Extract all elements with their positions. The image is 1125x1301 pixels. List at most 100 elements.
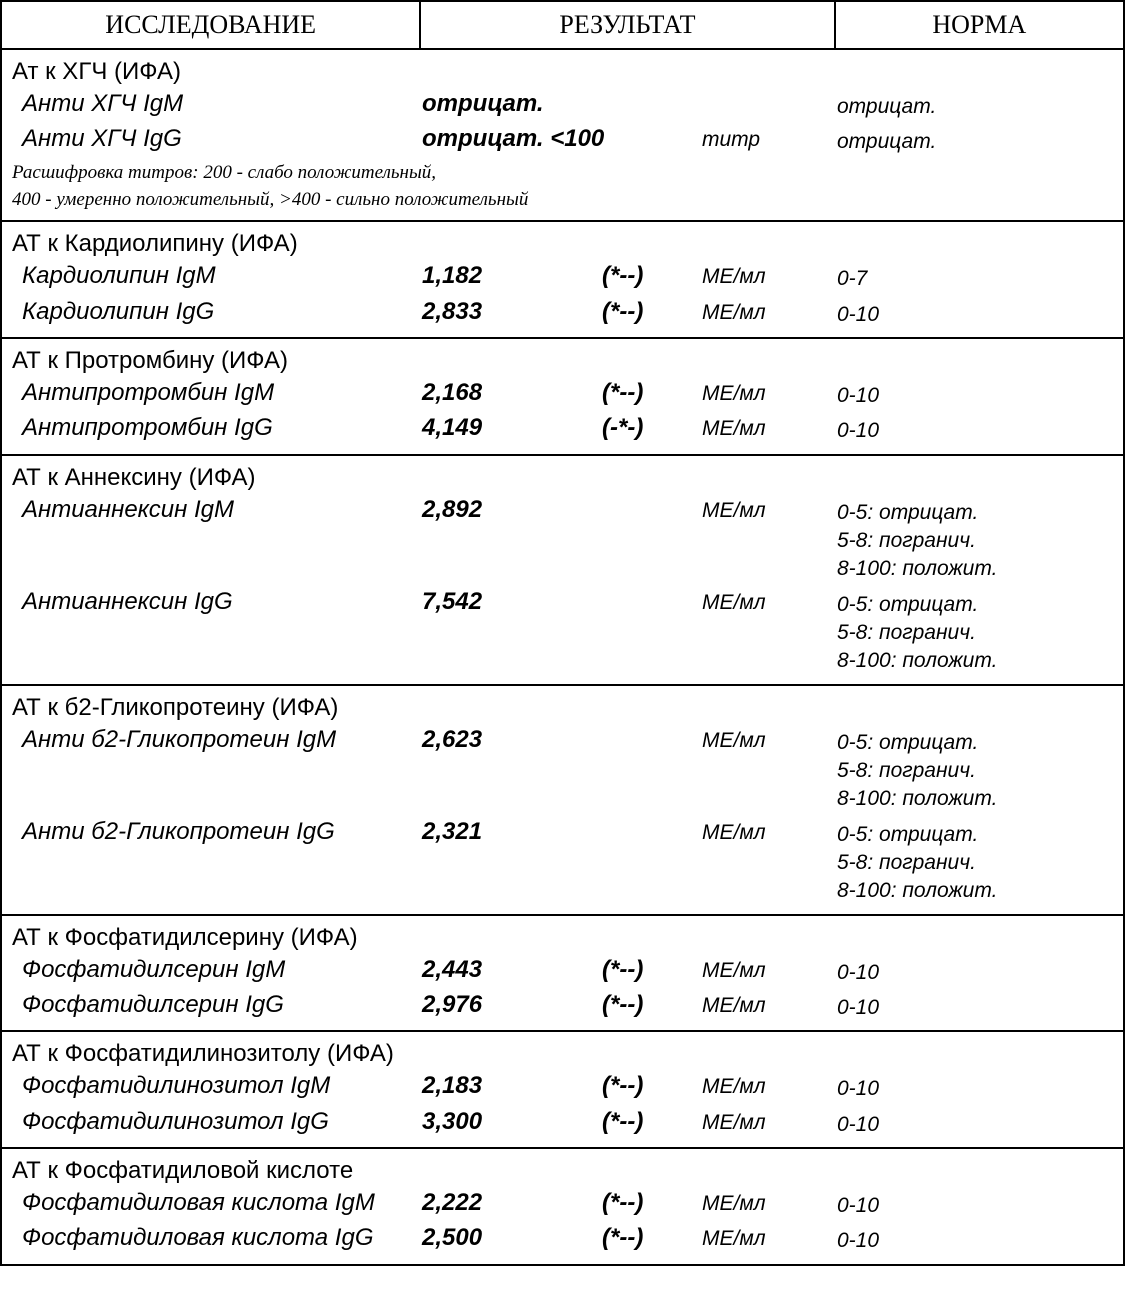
test-value: 2,976	[422, 991, 602, 1019]
norm-line: 8-100: положит.	[837, 647, 997, 675]
test-name: Фосфатидиловая кислота IgG	[12, 1224, 422, 1252]
test-norm: 0-5: отрицат. 5-8: погранич. 8-100: поло…	[837, 818, 997, 906]
test-value: 2,168	[422, 379, 602, 407]
test-norm: отрицат.	[837, 90, 936, 121]
section-cardiolipin: АТ к Кардиолипину (ИФА) Кардиолипин IgM …	[2, 222, 1123, 339]
test-norm: 0-10	[837, 1224, 879, 1255]
section-title: Ат к ХГЧ (ИФА)	[12, 56, 1113, 88]
test-unit: титр	[702, 125, 837, 152]
lab-results-table: ИССЛЕДОВАНИЕ РЕЗУЛЬТАТ НОРМА Ат к ХГЧ (И…	[0, 0, 1125, 1266]
test-value: 7,542	[422, 588, 602, 616]
test-value: 3,300	[422, 1108, 602, 1136]
test-marker: (*--)	[602, 1224, 702, 1252]
test-marker: (*--)	[602, 379, 702, 407]
test-value: 2,892	[422, 496, 602, 524]
test-unit: МЕ/мл	[702, 588, 837, 615]
result-row: Фосфатидиловая кислота IgM 2,222 (*--) М…	[12, 1187, 1113, 1222]
section-title: АТ к Фосфатидилсерину (ИФА)	[12, 922, 1113, 954]
test-unit: МЕ/мл	[702, 496, 837, 523]
test-name: Анти б2-Гликопротеин IgM	[12, 726, 422, 754]
test-name: Кардиолипин IgG	[12, 298, 422, 326]
test-unit: МЕ/мл	[702, 1189, 837, 1216]
section-title: АТ к Фосфатидилинозитолу (ИФА)	[12, 1038, 1113, 1070]
test-value: 2,500	[422, 1224, 602, 1252]
result-row: Фосфатидилсерин IgG 2,976 (*--) МЕ/мл 0-…	[12, 989, 1113, 1024]
section-annexin: АТ к Аннексину (ИФА) Антианнексин IgM 2,…	[2, 456, 1123, 686]
result-row: Антипротромбин IgM 2,168 (*--) МЕ/мл 0-1…	[12, 377, 1113, 412]
section-hgch: Ат к ХГЧ (ИФА) Анти ХГЧ IgM отрицат. отр…	[2, 50, 1123, 222]
norm-line: 5-8: погранич.	[837, 757, 997, 785]
test-norm: 0-10	[837, 1108, 879, 1139]
norm-line: 0-5: отрицат.	[837, 729, 997, 757]
test-name: Антианнексин IgM	[12, 496, 422, 524]
test-norm: 0-10	[837, 956, 879, 987]
test-norm: 0-5: отрицат. 5-8: погранич. 8-100: поло…	[837, 726, 997, 814]
section-b2glycoprotein: АТ к б2-Гликопротеину (ИФА) Анти б2-Глик…	[2, 686, 1123, 916]
result-row: Анти б2-Гликопротеин IgG 2,321 МЕ/мл 0-5…	[12, 816, 1113, 908]
test-unit: МЕ/мл	[702, 379, 837, 406]
section-phosphatidic-acid: АТ к Фосфатидиловой кислоте Фосфатидилов…	[2, 1149, 1123, 1264]
section-title: АТ к б2-Гликопротеину (ИФА)	[12, 692, 1113, 724]
test-unit: МЕ/мл	[702, 298, 837, 325]
result-row: Анти б2-Гликопротеин IgM 2,623 МЕ/мл 0-5…	[12, 724, 1113, 816]
test-name: Кардиолипин IgM	[12, 262, 422, 290]
result-row: Антианнексин IgM 2,892 МЕ/мл 0-5: отрица…	[12, 494, 1113, 586]
test-value: 2,443	[422, 956, 602, 984]
header-result: РЕЗУЛЬТАТ	[420, 1, 834, 49]
norm-line: 8-100: положит.	[837, 785, 997, 813]
test-value: отрицат. <100	[422, 125, 702, 153]
norm-line: 5-8: погранич.	[837, 527, 997, 555]
test-unit: МЕ/мл	[702, 1224, 837, 1251]
test-norm: 0-10	[837, 414, 879, 445]
test-unit: МЕ/мл	[702, 818, 837, 845]
test-unit	[702, 90, 837, 93]
test-name: Анти ХГЧ IgM	[12, 90, 422, 118]
norm-line: 0-5: отрицат.	[837, 499, 997, 527]
test-marker: (*--)	[602, 1189, 702, 1217]
norm-line: 8-100: положит.	[837, 877, 997, 905]
test-marker: (*--)	[602, 956, 702, 984]
test-name: Анти б2-Гликопротеин IgG	[12, 818, 422, 846]
test-unit: МЕ/мл	[702, 956, 837, 983]
test-unit: МЕ/мл	[702, 991, 837, 1018]
test-marker: (*--)	[602, 1072, 702, 1100]
test-name: Фосфатидилсерин IgG	[12, 991, 422, 1019]
result-row: Фосфатидиловая кислота IgG 2,500 (*--) М…	[12, 1222, 1113, 1257]
test-norm: 0-10	[837, 1189, 879, 1220]
test-unit: МЕ/мл	[702, 1072, 837, 1099]
test-value: 2,321	[422, 818, 602, 846]
test-value: 4,149	[422, 414, 602, 442]
test-norm: 0-5: отрицат. 5-8: погранич. 8-100: поло…	[837, 588, 997, 676]
result-row: Антианнексин IgG 7,542 МЕ/мл 0-5: отрица…	[12, 586, 1113, 678]
test-marker: (-*-)	[602, 414, 702, 442]
table-header-row: ИССЛЕДОВАНИЕ РЕЗУЛЬТАТ НОРМА	[1, 1, 1124, 49]
section-prothrombin: АТ к Протромбину (ИФА) Антипротромбин Ig…	[2, 339, 1123, 456]
test-norm: 0-10	[837, 298, 879, 329]
header-norm: НОРМА	[835, 1, 1124, 49]
test-marker: (*--)	[602, 1108, 702, 1136]
footnote: 400 - умеренно положительный, >400 - сил…	[12, 186, 1113, 214]
test-name: Фосфатидилинозитол IgG	[12, 1108, 422, 1136]
section-phosphatidylserine: АТ к Фосфатидилсерину (ИФА) Фосфатидилсе…	[2, 916, 1123, 1033]
test-norm: 0-10	[837, 379, 879, 410]
section-phosphatidylinositol: АТ к Фосфатидилинозитолу (ИФА) Фосфатиди…	[2, 1032, 1123, 1149]
result-row: Анти ХГЧ IgM отрицат. отрицат.	[12, 88, 1113, 123]
test-name: Фосфатидиловая кислота IgM	[12, 1189, 422, 1217]
test-name: Антипротромбин IgM	[12, 379, 422, 407]
test-norm: 0-10	[837, 991, 879, 1022]
norm-line: 8-100: положит.	[837, 555, 997, 583]
test-name: Анти ХГЧ IgG	[12, 125, 422, 153]
test-name: Антианнексин IgG	[12, 588, 422, 616]
section-title: АТ к Кардиолипину (ИФА)	[12, 228, 1113, 260]
test-name: Антипротромбин IgG	[12, 414, 422, 442]
result-row: Фосфатидилсерин IgM 2,443 (*--) МЕ/мл 0-…	[12, 954, 1113, 989]
test-norm: 0-5: отрицат. 5-8: погранич. 8-100: поло…	[837, 496, 997, 584]
test-marker: (*--)	[602, 298, 702, 326]
section-title: АТ к Аннексину (ИФА)	[12, 462, 1113, 494]
test-unit: МЕ/мл	[702, 414, 837, 441]
norm-line: 5-8: погранич.	[837, 619, 997, 647]
test-value: 2,623	[422, 726, 602, 754]
norm-line: 0-5: отрицат.	[837, 591, 997, 619]
test-unit: МЕ/мл	[702, 1108, 837, 1135]
test-marker: (*--)	[602, 991, 702, 1019]
